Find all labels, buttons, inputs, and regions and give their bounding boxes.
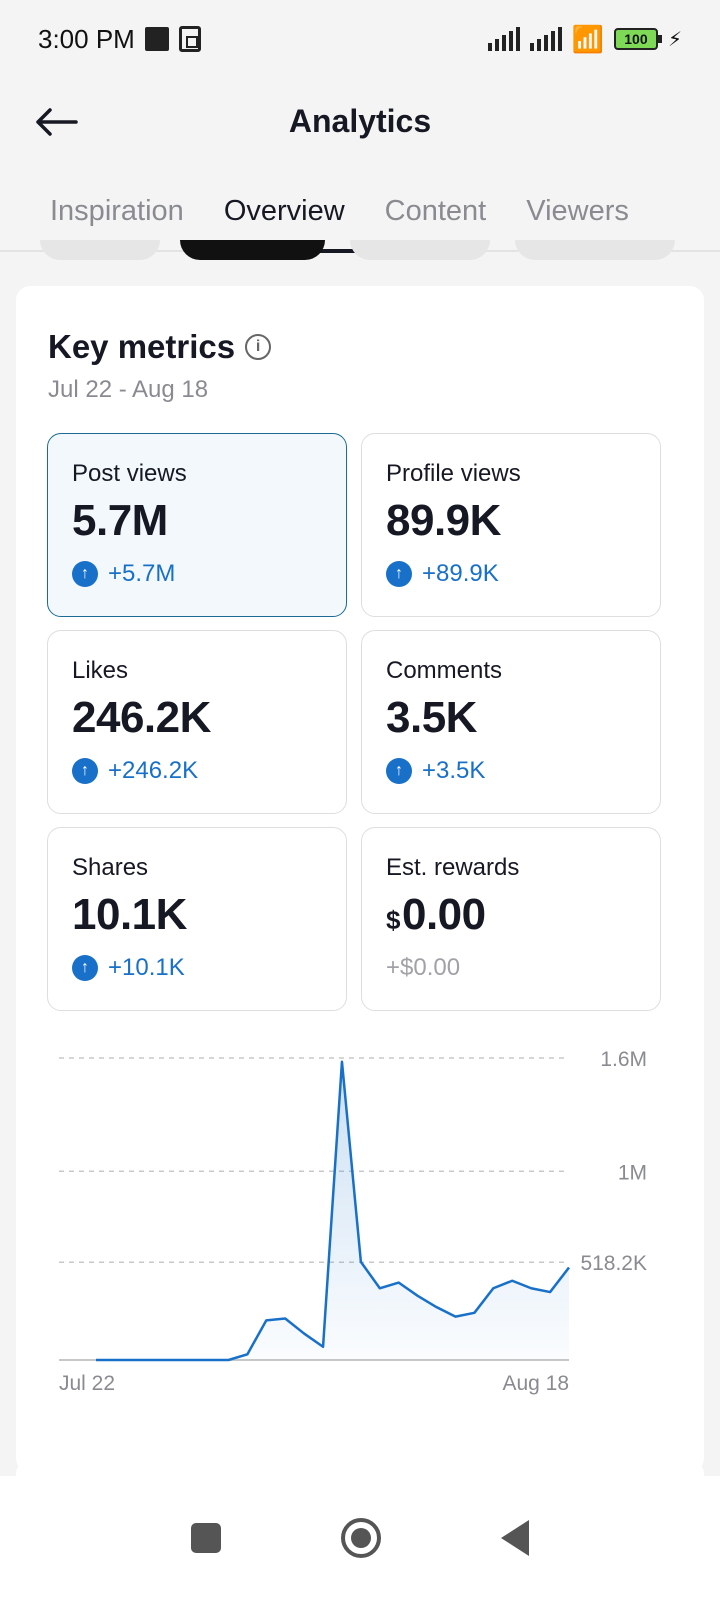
status-bar: 3:00 PM 📶 100 ⚡ (0, 0, 720, 78)
system-nav-bar (0, 1476, 720, 1600)
metric-profile-views[interactable]: Profile views 89.9K ↑ +89.9K (361, 433, 661, 617)
arrow-up-icon: ↑ (72, 758, 98, 784)
recent-apps-icon[interactable] (191, 1523, 221, 1553)
signal-icon (487, 27, 520, 51)
metric-label: Likes (72, 657, 129, 684)
series-line (96, 1060, 570, 1362)
arrow-up-icon: ↑ (72, 955, 98, 981)
signal-icon-2 (529, 27, 562, 51)
arrow-left-icon (36, 108, 78, 136)
key-metrics-title: Key metrics i (48, 328, 272, 366)
metric-value: 10.1K (72, 890, 187, 939)
metric-label: Est. rewards (386, 854, 520, 881)
metric-likes[interactable]: Likes 246.2K ↑ +246.2K (47, 630, 347, 814)
metric-delta: ↑ +89.9K (386, 560, 636, 588)
arrow-up-icon: ↑ (72, 561, 98, 587)
metric-delta-value: +89.9K (422, 560, 499, 587)
y-tick-label: 1.6M (600, 1048, 647, 1071)
filter-pill[interactable] (40, 240, 160, 260)
sim-card-icon (178, 26, 201, 52)
y-tick-label: 1M (618, 1161, 647, 1184)
x-end-label: Aug 18 (502, 1372, 569, 1395)
metric-delta: ↑ +3.5K (386, 757, 636, 785)
metric-delta: ↑ +5.7M (72, 560, 322, 588)
tab-overview[interactable]: Overview (203, 171, 365, 253)
header: Analytics (0, 78, 720, 164)
metric-delta: ↑ +246.2K (72, 757, 322, 785)
back-button[interactable] (32, 98, 80, 146)
charging-icon: ⚡ (667, 28, 682, 51)
tab-bar: Inspiration Overview Content Viewers (0, 171, 720, 253)
filter-pill[interactable] (350, 240, 490, 260)
metric-shares[interactable]: Shares 10.1K ↑ +10.1K (47, 827, 347, 1011)
status-time: 3:00 PM (38, 23, 135, 54)
filter-pills (0, 240, 720, 262)
post-views-chart: 1.6M 1M 518.2K Jul 22 Aug 18 (59, 1048, 647, 1395)
metric-delta-value: +3.5K (422, 757, 486, 784)
filter-pill[interactable] (515, 240, 675, 260)
metric-delta-value: +$0.00 (386, 954, 461, 981)
x-start-label: Jul 22 (59, 1372, 115, 1395)
metric-value: $0.00 (386, 890, 636, 940)
metric-post-views[interactable]: Post views 5.7M ↑ +5.7M (47, 433, 347, 617)
info-icon[interactable]: i (245, 334, 272, 360)
metric-value-number: 0.00 (401, 890, 486, 939)
key-metrics-card: Key metrics i Jul 22 - Aug 18 Post views… (16, 286, 704, 1472)
metric-delta-value: +10.1K (108, 954, 185, 981)
metric-delta: ↑ +10.1K (72, 954, 322, 982)
metric-label: Comments (386, 657, 503, 684)
home-icon[interactable] (341, 1518, 381, 1558)
date-range: Jul 22 - Aug 18 (48, 376, 209, 403)
filter-pill-selected[interactable] (180, 240, 325, 260)
tab-viewers[interactable]: Viewers (526, 194, 629, 227)
tab-content[interactable]: Content (384, 194, 487, 227)
metric-value: 3.5K (386, 693, 477, 742)
metric-value: 5.7M (72, 496, 168, 545)
back-triangle-icon[interactable] (501, 1520, 529, 1556)
y-tick-label: 518.2K (580, 1252, 647, 1275)
key-metrics-heading: Key metrics (48, 328, 236, 365)
notification-icon (144, 27, 169, 51)
metric-est-rewards[interactable]: Est. rewards $0.00 +$0.00 (361, 827, 661, 1011)
wifi-icon: 📶 (571, 24, 604, 54)
tab-inspiration[interactable]: Inspiration (50, 194, 184, 227)
metric-label: Post views (72, 460, 187, 487)
arrow-up-icon: ↑ (386, 758, 412, 784)
currency-symbol: $ (386, 905, 400, 935)
page-title: Analytics (288, 102, 432, 139)
arrow-up-icon: ↑ (386, 561, 412, 587)
metric-delta: +$0.00 (386, 954, 636, 982)
metric-label: Profile views (386, 460, 521, 487)
metric-comments[interactable]: Comments 3.5K ↑ +3.5K (361, 630, 661, 814)
metric-delta-value: +246.2K (108, 757, 199, 784)
metric-value: 246.2K (72, 693, 211, 742)
metric-value: 89.9K (386, 496, 501, 545)
battery-icon: 100 (613, 28, 662, 50)
metric-label: Shares (72, 854, 149, 881)
metric-delta-value: +5.7M (108, 560, 176, 587)
